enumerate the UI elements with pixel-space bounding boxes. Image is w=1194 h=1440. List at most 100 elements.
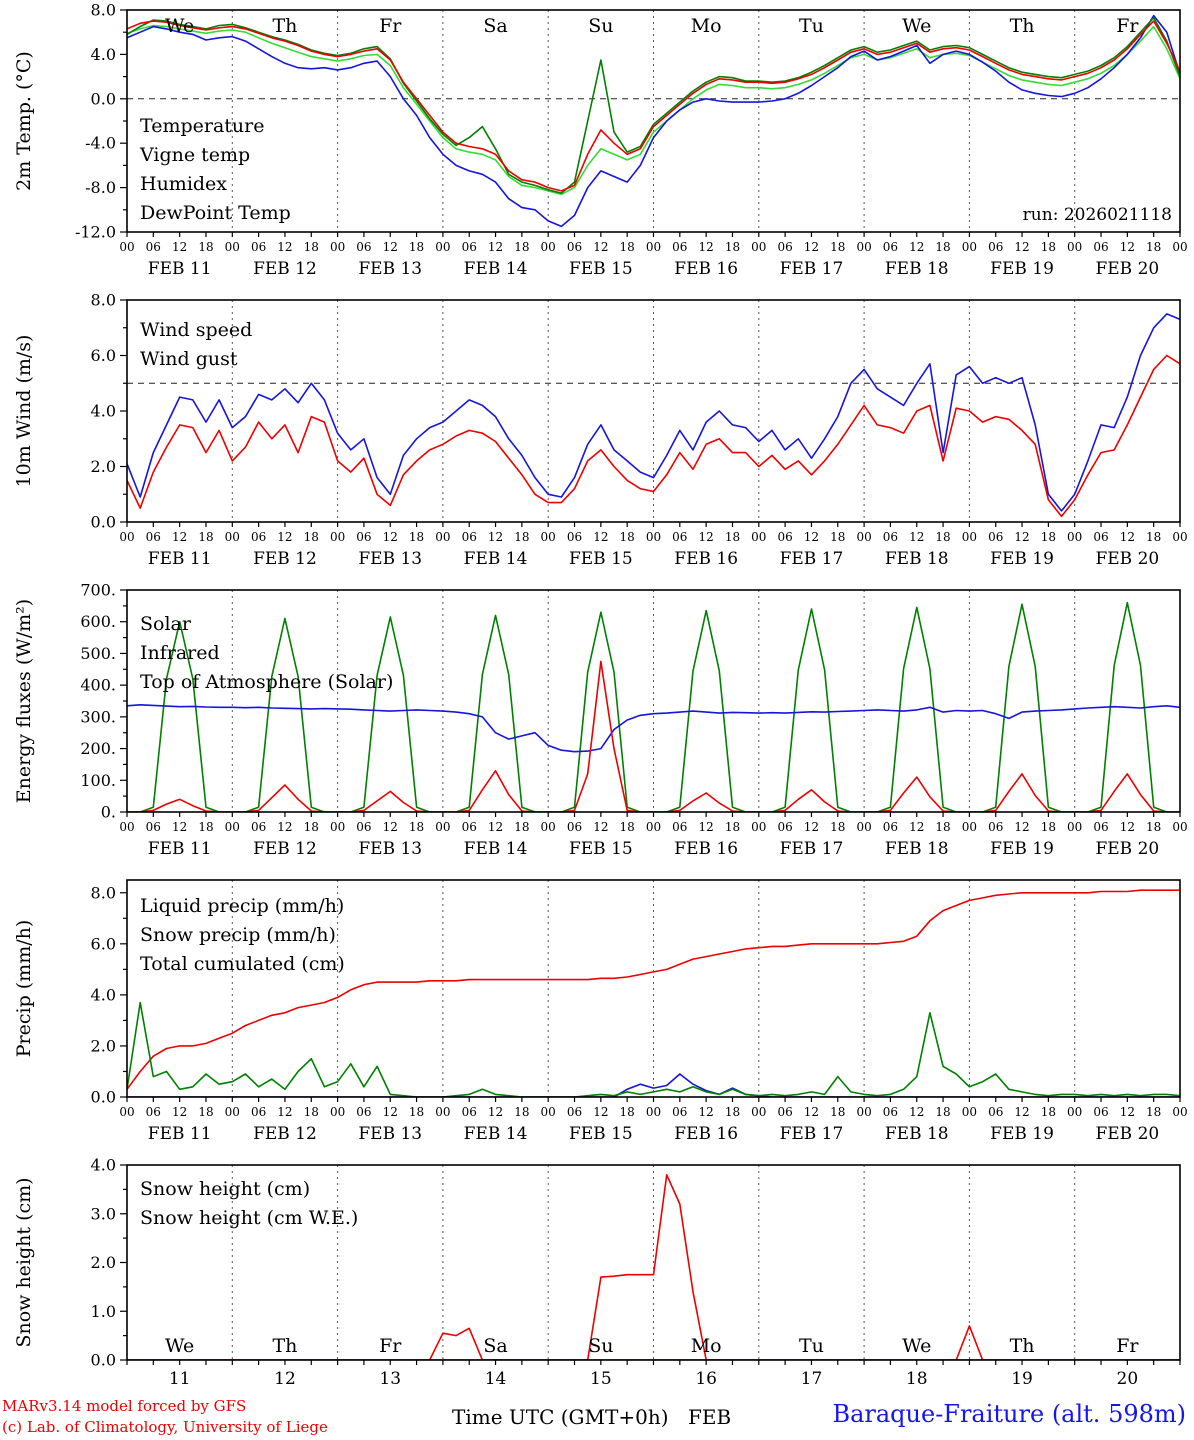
svg-text:12: 12 [488,530,503,544]
svg-text:18: 18 [514,820,529,834]
svg-text:12: 12 [699,1105,714,1119]
svg-text:00: 00 [751,1105,766,1119]
svg-text:12: 12 [488,1105,503,1119]
svg-text:Sa: Sa [483,15,507,37]
credit-line-1: MARv3.14 model forced by GFS [2,1397,247,1415]
svg-text:18: 18 [830,530,845,544]
svg-text:FEB 11: FEB 11 [148,259,212,279]
svg-text:Top of Atmosphere (Solar): Top of Atmosphere (Solar) [140,671,393,693]
svg-text:18: 18 [935,820,950,834]
svg-text:FEB 20: FEB 20 [1095,259,1159,279]
svg-text:18: 18 [1041,820,1056,834]
svg-text:18: 18 [620,820,635,834]
svg-text:We: We [902,15,931,37]
svg-text:12: 12 [593,240,608,254]
svg-text:12: 12 [1120,530,1135,544]
svg-text:Vigne temp: Vigne temp [139,144,250,166]
svg-text:00: 00 [856,240,871,254]
month-label: FEB [688,1405,732,1429]
svg-text:00: 00 [119,820,134,834]
svg-text:Sa: Sa [483,1335,507,1357]
svg-text:00: 00 [225,1105,240,1119]
svg-text:06: 06 [146,820,161,834]
svg-text:12: 12 [1120,1105,1135,1119]
svg-text:FEB 16: FEB 16 [674,1124,738,1144]
svg-text:06: 06 [883,530,898,544]
svg-text:FEB 18: FEB 18 [885,549,949,569]
svg-text:Snow height (cm): Snow height (cm) [13,1177,35,1347]
svg-text:00: 00 [541,820,556,834]
svg-text:18: 18 [725,1105,740,1119]
svg-text:18: 18 [198,530,213,544]
svg-text:Fr: Fr [1116,15,1139,37]
svg-text:18: 18 [514,1105,529,1119]
svg-text:00: 00 [330,1105,345,1119]
svg-text:FEB 19: FEB 19 [990,839,1054,859]
svg-text:18: 18 [1146,530,1161,544]
svg-text:12: 12 [1120,820,1135,834]
svg-text:06: 06 [567,1105,582,1119]
svg-text:FEB 15: FEB 15 [569,549,633,569]
svg-text:Tu: Tu [799,1335,824,1357]
svg-text:12: 12 [277,820,292,834]
svg-text:20: 20 [1117,1369,1139,1389]
svg-text:12: 12 [909,1105,924,1119]
svg-text:06: 06 [777,820,792,834]
svg-text:06: 06 [462,530,477,544]
temperature-panel: 8.04.00.0-4.0-8.0-12.000 06 12 18 00 06 12 18 00… [0,0,1194,290]
svg-text:Temperature: Temperature [140,115,264,137]
snow-height-panel: 4.0 3.0 2.0 1.0 0.0 11 12 13 14 15 16 17 18 19 20 Snow … [0,1155,1194,1395]
credit-line-2: (c) Lab. of Climatology, University of L… [2,1418,328,1436]
svg-text:06: 06 [462,240,477,254]
svg-text:06: 06 [567,530,582,544]
svg-text:2m Temp. (°C): 2m Temp. (°C) [13,51,35,191]
svg-text:We: We [902,1335,931,1357]
svg-text:Mo: Mo [691,15,722,37]
svg-text:00: 00 [856,820,871,834]
svg-text:12: 12 [172,820,187,834]
svg-text:06: 06 [988,1105,1003,1119]
svg-text:FEB 11: FEB 11 [148,549,212,569]
svg-text:18: 18 [409,530,424,544]
svg-text:200.: 200. [80,739,116,758]
svg-text:00: 00 [330,530,345,544]
svg-text:FEB 12: FEB 12 [253,549,317,569]
svg-text:06: 06 [146,240,161,254]
svg-text:18: 18 [304,530,319,544]
svg-text:06: 06 [356,240,371,254]
svg-text:12: 12 [804,530,819,544]
svg-text:12: 12 [277,1105,292,1119]
svg-text:12: 12 [277,240,292,254]
svg-text:06: 06 [1093,820,1108,834]
svg-text:19: 19 [1011,1369,1033,1389]
svg-text:12: 12 [699,530,714,544]
svg-text:FEB 12: FEB 12 [253,259,317,279]
svg-text:18: 18 [1041,530,1056,544]
svg-text:00: 00 [225,240,240,254]
svg-text:18: 18 [935,240,950,254]
svg-text:FEB 20: FEB 20 [1095,839,1159,859]
svg-text:0.: 0. [101,803,116,822]
svg-text:06: 06 [567,820,582,834]
svg-text:Su: Su [588,1335,613,1357]
svg-text:Total cumulated (cm): Total cumulated (cm) [140,953,345,975]
svg-text:00: 00 [541,1105,556,1119]
svg-text:FEB 14: FEB 14 [464,549,528,569]
svg-text:00: 00 [330,820,345,834]
svg-text:600.: 600. [80,612,116,631]
svg-text:18: 18 [1041,240,1056,254]
svg-text:00: 00 [225,530,240,544]
svg-text:12: 12 [172,240,187,254]
svg-text:06: 06 [777,530,792,544]
svg-text:06: 06 [1093,1105,1108,1119]
svg-text:4.0: 4.0 [91,985,116,1004]
svg-text:18: 18 [906,1369,928,1389]
svg-text:0.0: 0.0 [91,89,116,108]
svg-text:400.: 400. [80,676,116,695]
svg-text:FEB 13: FEB 13 [358,549,422,569]
svg-text:18: 18 [409,240,424,254]
svg-text:18: 18 [935,1105,950,1119]
svg-text:06: 06 [251,530,266,544]
svg-text:FEB 14: FEB 14 [464,839,528,859]
